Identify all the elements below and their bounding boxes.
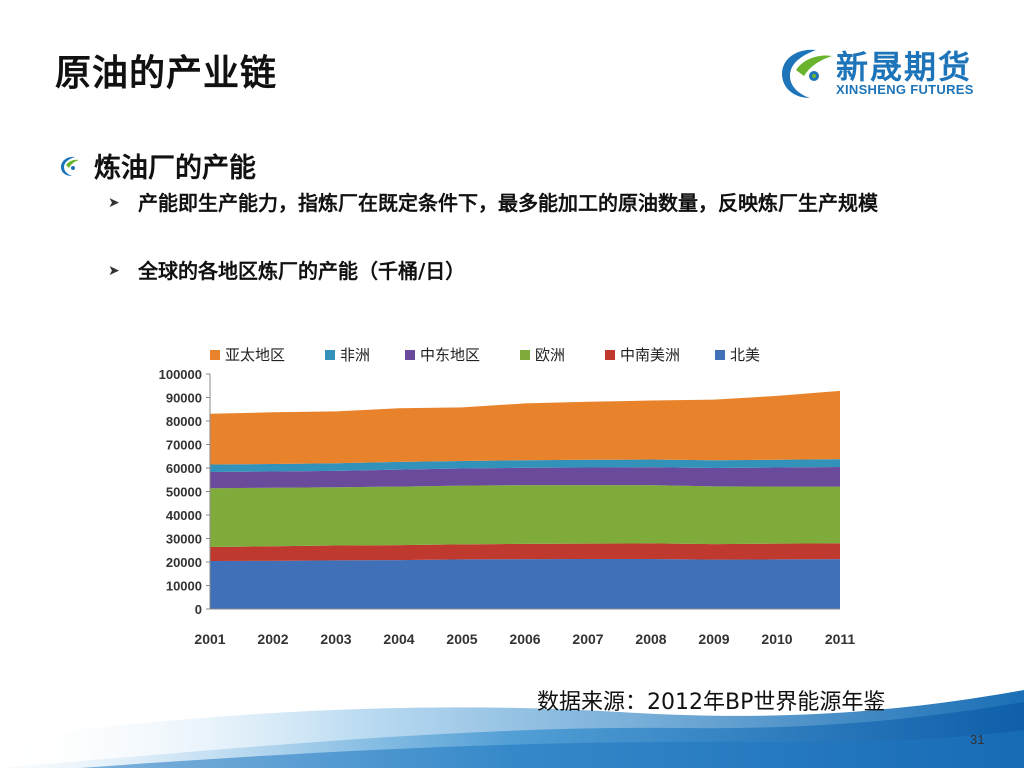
x-tick-label: 2005 — [446, 631, 477, 647]
legend-swatch — [210, 350, 220, 360]
area-series-4 — [210, 467, 840, 489]
y-tick-label: 10000 — [166, 579, 202, 594]
x-tick-label: 2009 — [698, 631, 729, 647]
logo-swoosh-icon — [782, 49, 832, 98]
y-tick-label: 90000 — [166, 391, 202, 406]
company-logo: 新晟期货 XINSHENG FUTURES — [776, 40, 986, 104]
area-series-2 — [210, 543, 840, 562]
y-tick-label: 20000 — [166, 555, 202, 570]
legend-label: 中东地区 — [420, 346, 480, 364]
main-bullet: 炼油厂的产能 — [58, 146, 256, 185]
y-tick-label: 30000 — [166, 532, 202, 547]
legend-swatch — [405, 350, 415, 360]
arrow-bullet-icon: ➤ — [108, 263, 120, 279]
x-tick-label: 2007 — [572, 631, 603, 647]
legend-label: 欧洲 — [535, 346, 565, 364]
y-tick-label: 70000 — [166, 438, 202, 453]
legend-label: 中南美洲 — [620, 346, 680, 364]
x-tick-label: 2011 — [825, 631, 856, 647]
legend-swatch — [605, 350, 615, 360]
sub-bullet-1-text: 产能即生产能力，指炼厂在既定条件下，最多能加工的原油数量，反映炼厂生产规模 — [138, 191, 878, 215]
x-tick-label: 2010 — [761, 631, 792, 647]
y-tick-label: 40000 — [166, 508, 202, 523]
x-tick-label: 2001 — [194, 631, 225, 647]
page-number: 31 — [970, 732, 985, 747]
y-tick-label: 60000 — [166, 461, 202, 476]
legend-label: 北美 — [730, 346, 760, 364]
logo-name-cn: 新晟期货 — [836, 48, 973, 86]
sub-bullet-2-text: 全球的各地区炼厂的产能（千桶/日） — [138, 259, 466, 283]
y-tick-label: 80000 — [166, 414, 202, 429]
bullet-logo-icon — [61, 156, 79, 176]
legend-swatch — [715, 350, 725, 360]
legend-swatch — [325, 350, 335, 360]
area-series-5 — [210, 459, 840, 472]
legend-label: 亚太地区 — [225, 346, 285, 364]
area-series-3 — [210, 485, 840, 547]
refinery-capacity-chart: 0 10000 20000 30000 40000 50000 60000 70000 8000… — [159, 346, 856, 647]
data-source-note: 数据来源：2012年BP世界能源年鉴 — [537, 690, 886, 715]
legend-swatch — [520, 350, 530, 360]
arrow-bullet-icon: ➤ — [108, 195, 120, 211]
legend-label: 非洲 — [340, 346, 370, 364]
area-series-6 — [210, 390, 840, 465]
x-tick-label: 2002 — [257, 631, 288, 647]
x-tick-label: 2003 — [320, 631, 351, 647]
x-tick-label: 2006 — [509, 631, 540, 647]
slide-title: 原油的产业链 — [55, 53, 278, 94]
y-tick-label: 50000 — [166, 485, 202, 500]
x-tick-label: 2004 — [383, 631, 414, 647]
main-bullet-text: 炼油厂的产能 — [94, 153, 256, 184]
logo-name-en: XINSHENG FUTURES — [836, 82, 974, 97]
y-tick-label: 0 — [195, 602, 202, 617]
area-series-1 — [210, 558, 840, 609]
x-tick-label: 2008 — [635, 631, 666, 647]
y-tick-label: 100000 — [159, 367, 202, 382]
